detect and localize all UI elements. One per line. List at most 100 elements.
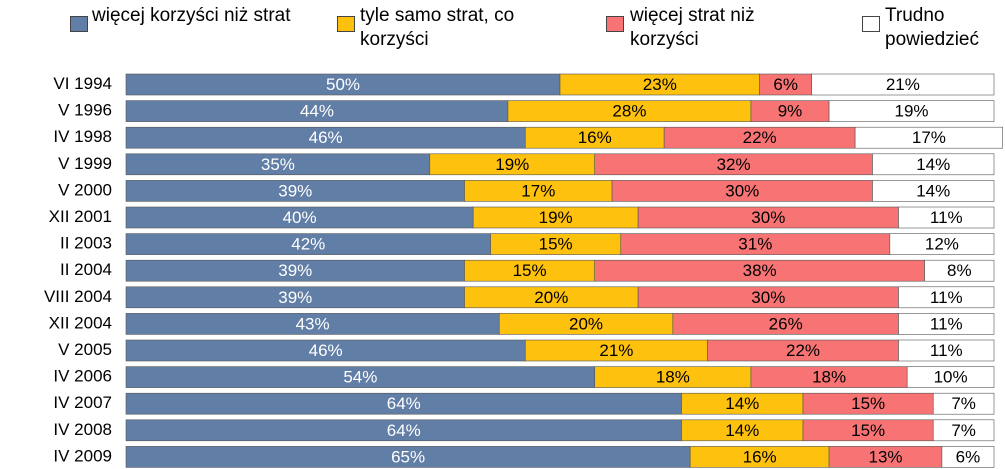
data-label: 10% [934, 368, 968, 387]
data-label: 17% [521, 181, 555, 200]
y-tick-label: IV 2006 [53, 367, 112, 386]
data-label: 32% [717, 155, 751, 174]
data-label: 16% [578, 128, 612, 147]
data-label: 13% [868, 447, 902, 466]
data-label: 35% [261, 155, 295, 174]
data-label: 15% [851, 394, 885, 413]
data-label: 23% [643, 75, 677, 94]
data-label: 30% [751, 208, 785, 227]
data-label: 26% [769, 314, 803, 333]
y-tick-label: IV 2009 [53, 446, 112, 465]
bar-segment [828, 100, 995, 122]
data-label: 6% [956, 447, 981, 466]
data-label: 11% [930, 314, 963, 333]
y-tick-label: V 2005 [58, 340, 112, 359]
data-label: 46% [309, 341, 343, 360]
data-label: 14% [725, 394, 759, 413]
bar-segment [898, 286, 995, 309]
data-label: 11% [930, 288, 963, 307]
y-tick-label: IV 2007 [53, 393, 112, 412]
data-label: 19% [895, 102, 929, 121]
y-tick-label: VIII 2004 [44, 287, 112, 306]
bar-segment [889, 233, 995, 255]
bar-segment [906, 366, 995, 388]
data-label: 18% [812, 368, 846, 387]
bar-segment [932, 392, 995, 415]
y-tick-label: V 2000 [58, 180, 112, 199]
data-label: 20% [569, 314, 603, 333]
data-label: 22% [786, 341, 820, 360]
data-label: 18% [656, 368, 690, 387]
data-label: 11% [930, 341, 963, 360]
data-label: 15% [851, 421, 885, 440]
data-label: 42% [291, 235, 325, 254]
data-label: 44% [300, 102, 334, 121]
bar-segment [872, 180, 995, 202]
y-tick-label: V 1996 [58, 101, 112, 120]
bar-segment [941, 446, 995, 468]
data-label: 14% [916, 155, 950, 174]
data-label: 14% [725, 421, 759, 440]
data-label: 9% [778, 102, 803, 121]
data-label: 39% [278, 288, 312, 307]
data-label: 21% [599, 341, 633, 360]
data-label: 6% [773, 75, 798, 94]
legend-swatch [606, 16, 624, 32]
legend-swatch [70, 16, 88, 32]
bar-segment [898, 313, 995, 335]
data-label: 19% [539, 208, 573, 227]
data-label: 30% [725, 181, 759, 200]
data-label: 12% [925, 235, 959, 254]
legend-label: Trudno powiedzieć [885, 5, 979, 50]
data-label: 22% [743, 128, 777, 147]
y-tick-label: XII 2001 [49, 207, 112, 226]
data-label: 54% [343, 368, 377, 387]
bar-segment [898, 206, 995, 229]
data-label: 39% [278, 181, 312, 200]
data-label: 31% [738, 235, 772, 254]
data-label: 17% [912, 128, 946, 147]
legend-label: tyle samo strat, co korzyści [360, 5, 515, 50]
bar-segment [811, 73, 995, 96]
data-label: 28% [612, 102, 646, 121]
data-label: 40% [283, 208, 317, 227]
data-label: 43% [296, 314, 330, 333]
legend-swatch [337, 16, 355, 32]
bar-segment [924, 259, 995, 282]
y-tick-label: IV 1998 [53, 127, 112, 146]
legend-label: więcej korzyści niż strat [92, 5, 291, 26]
data-label: 11% [930, 208, 963, 227]
y-tick-label: VI 1994 [53, 74, 112, 93]
data-label: 65% [391, 447, 425, 466]
y-tick-label: XII 2004 [49, 313, 112, 332]
data-label: 14% [916, 181, 950, 200]
data-label: 15% [539, 235, 573, 254]
data-label: 38% [743, 261, 777, 280]
bar-segment [898, 339, 995, 362]
bar-segment [872, 153, 995, 176]
data-label: 7% [951, 394, 976, 413]
bar-segment [932, 419, 995, 442]
data-label: 39% [278, 261, 312, 280]
y-tick-label: II 2004 [60, 260, 112, 279]
bar-segment [854, 126, 1003, 149]
data-label: 30% [751, 288, 785, 307]
data-label: 8% [947, 261, 972, 280]
y-tick-label: V 1999 [58, 154, 112, 173]
data-label: 64% [387, 394, 421, 413]
data-label: 15% [513, 261, 547, 280]
y-tick-label: II 2003 [60, 234, 112, 253]
legend-label: więcej strat niż korzyści [630, 5, 755, 50]
data-label: 7% [951, 421, 976, 440]
data-label: 50% [326, 75, 360, 94]
data-label: 19% [495, 155, 529, 174]
y-tick-label: IV 2008 [53, 420, 112, 439]
data-label: 16% [743, 447, 777, 466]
data-label: 64% [387, 421, 421, 440]
data-label: 20% [534, 288, 568, 307]
data-label: 21% [886, 75, 920, 94]
legend-swatch [862, 16, 880, 32]
data-label: 46% [309, 128, 343, 147]
